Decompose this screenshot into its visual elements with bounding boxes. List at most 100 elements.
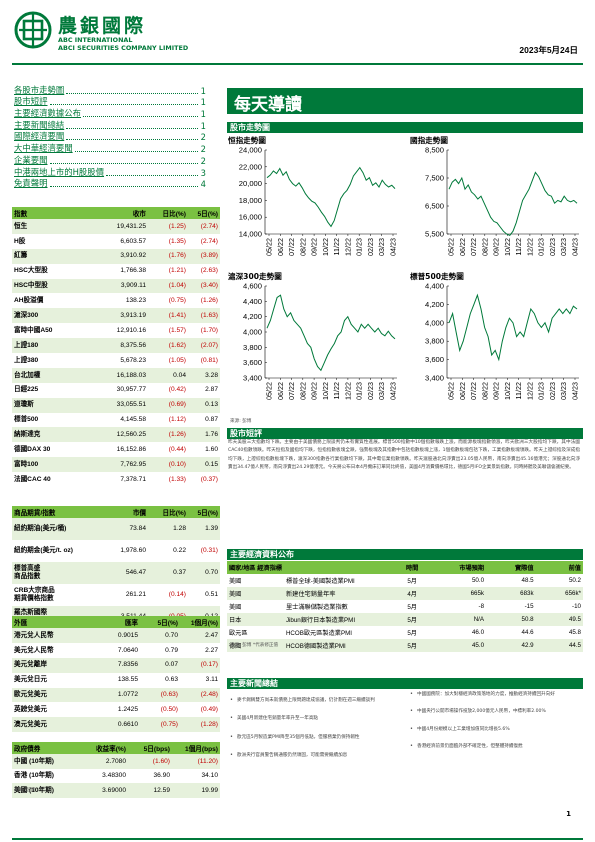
row-value: (1.41) xyxy=(148,308,188,324)
x-tick-label: 09/22 xyxy=(492,238,501,256)
toc-item[interactable]: 主要新聞總結 1 xyxy=(14,119,206,131)
y-tick-label: 3,400 xyxy=(425,374,444,383)
x-tick-label: 11/22 xyxy=(514,238,523,255)
toc-item-label[interactable]: 主要新聞總結 xyxy=(14,119,65,130)
toc-item[interactable]: 大中華經濟要聞 2 xyxy=(14,142,206,154)
x-tick-label: 12/22 xyxy=(525,238,534,256)
toc-item[interactable]: 股市短評 1 xyxy=(14,96,206,108)
row-value: (0.17) xyxy=(180,657,220,673)
table-row: 上證180 8,375.56 (1.62) (2.07) xyxy=(12,338,220,354)
toc-item-label[interactable]: 中港兩地上市的H股股價 xyxy=(14,166,105,177)
row-label: 富時100 xyxy=(12,457,84,473)
toc-item-label[interactable]: 股市短評 xyxy=(14,96,48,107)
row-value: (1.28) xyxy=(180,717,220,733)
x-tick-label: 08/22 xyxy=(480,238,489,256)
table-row: 台北加權 16,188.03 0.04 3.28 xyxy=(12,367,220,383)
toc-item-label[interactable]: 主要經濟數據公布 xyxy=(14,108,81,119)
row-value: 3,909.11 xyxy=(84,278,148,294)
bonds-header: 收益率(%) xyxy=(76,742,128,754)
fx-header: 1個月(%) xyxy=(180,616,220,628)
row-value: (1.60) xyxy=(128,754,172,769)
table-row: 美國 里士滿聯儲製造業指數 5月 -8 -15 -10 xyxy=(227,600,583,613)
indices-header: 5日(%) xyxy=(188,207,220,219)
x-tick-label: 04/23 xyxy=(571,382,580,400)
table-row: 日經225 30,957.77 (0.42) 2.87 xyxy=(12,383,220,398)
row-label: 英鎊兌美元 xyxy=(14,706,47,714)
toc-item[interactable]: 各股市走勢圖 1 xyxy=(14,84,206,96)
footer-divider xyxy=(12,838,583,840)
toc-item[interactable]: 國際經濟要聞 2 xyxy=(14,131,206,142)
eco-section-header: 主要經濟資料公布 xyxy=(227,549,583,560)
table-row: 納斯達克 12,560.25 (1.26) 1.76 xyxy=(12,427,220,443)
toc-item[interactable]: 中港兩地上市的H股股價 3 xyxy=(14,166,206,178)
row-value: (1.21) xyxy=(168,267,186,275)
x-tick-label: 03/23 xyxy=(559,382,568,400)
row-value: 261.21 xyxy=(125,591,146,599)
toc-item[interactable]: 企業要聞 2 xyxy=(14,154,206,166)
eco-cell: 歐元區 xyxy=(229,630,248,637)
toc-item[interactable]: 免責聲明 4 xyxy=(14,178,206,190)
commodities-header: 日比(%) xyxy=(148,506,188,518)
toc-page: 4 xyxy=(200,179,206,190)
row-value: 5,678.23 xyxy=(120,356,146,364)
row-label: 美元兌離岸 xyxy=(12,657,84,673)
row-label: 港元兌人民幣 xyxy=(12,628,84,643)
eco-cell: 48.5 xyxy=(521,577,534,584)
row-value: (1.05) xyxy=(168,356,186,364)
row-value: (0.69) xyxy=(148,397,188,413)
y-tick-label: 16,000 xyxy=(239,213,262,222)
toc-item-label[interactable]: 企業要聞 xyxy=(14,154,48,165)
row-value: 16,188.03 xyxy=(84,367,148,383)
row-value: 2.27 xyxy=(205,646,218,654)
chart-title: 滬深300走勢圖 xyxy=(228,271,282,281)
toc-item-label[interactable]: 各股市走勢圖 xyxy=(14,84,65,95)
news-list-left: 麥卡錫稱雙方尚未就債務上限問題達成協議，仍計劃在週三繼續談判美國4月新建住宅銷量… xyxy=(230,697,398,770)
toc-item[interactable]: 主要經濟數據公布 1 xyxy=(14,107,206,119)
x-tick-label: 01/23 xyxy=(537,238,546,256)
x-tick-label: 07/22 xyxy=(287,238,296,256)
table-row: 美國 新建住宅銷量年率 4月 665k 683k 656k* xyxy=(227,587,583,600)
commodities-table: 商品期貨/指數 市價 日比(%) 5日(%) 紐約期油(美元/桶) 73.84 1.28 1.… xyxy=(12,506,220,628)
header-divider xyxy=(12,63,583,65)
row-value: (1.33) xyxy=(168,475,186,483)
charts-source: 來源: 彭博 xyxy=(230,419,252,424)
table-row: 中國 (10年期) 2.7080 (1.60) (11.20) xyxy=(12,754,220,769)
x-tick-label: 05/22 xyxy=(447,382,456,400)
row-value: 0.63 xyxy=(165,676,178,684)
row-value: (0.37) xyxy=(200,475,218,483)
y-tick-label: 20,000 xyxy=(239,179,262,188)
toc-leader xyxy=(66,139,198,141)
toc-item-label[interactable]: 國際經濟要聞 xyxy=(14,131,65,142)
x-tick-label: 10/22 xyxy=(321,238,330,256)
row-value: 12,910.16 xyxy=(116,326,146,334)
toc-leader xyxy=(49,186,198,188)
table-row: 美元兌離岸 7.8356 0.07 (0.17) xyxy=(12,657,220,673)
eco-source: 來源: 彭博 *代表修正值 xyxy=(230,643,279,648)
table-row: 紐約期油(美元/桶) 73.84 1.28 1.39 xyxy=(12,518,220,540)
row-value: (1.62) xyxy=(148,338,188,354)
toc-item-label[interactable]: 免責聲明 xyxy=(14,178,48,189)
row-label: 標普高盛 商品指數 xyxy=(12,562,92,584)
x-tick-label: 06/22 xyxy=(458,238,467,256)
toc-item-label[interactable]: 大中華經濟要聞 xyxy=(14,143,73,154)
toc-page: 1 xyxy=(200,97,206,108)
row-label: 法國CAC 40 xyxy=(14,475,51,483)
y-tick-label: 4,200 xyxy=(243,312,262,321)
row-value: 1,766.38 xyxy=(120,267,146,275)
row-value: (1.26) xyxy=(200,297,218,305)
row-value: (0.49) xyxy=(200,706,218,714)
row-value: 0.07 xyxy=(140,657,180,673)
row-value: 3.69000 xyxy=(76,783,128,798)
series-line xyxy=(266,294,396,372)
toc-page: 1 xyxy=(200,120,206,131)
y-tick-label: 3,800 xyxy=(425,337,444,346)
row-value: 1.0772 xyxy=(84,687,140,703)
eco-cell: 5月 xyxy=(407,604,417,611)
row-value: (11.20) xyxy=(172,754,220,769)
row-value: 2.7080 xyxy=(76,754,128,769)
row-label: 納斯達克 xyxy=(12,427,84,443)
y-tick-label: 4,400 xyxy=(425,282,444,291)
page-title: 每天導讀 xyxy=(234,95,302,115)
